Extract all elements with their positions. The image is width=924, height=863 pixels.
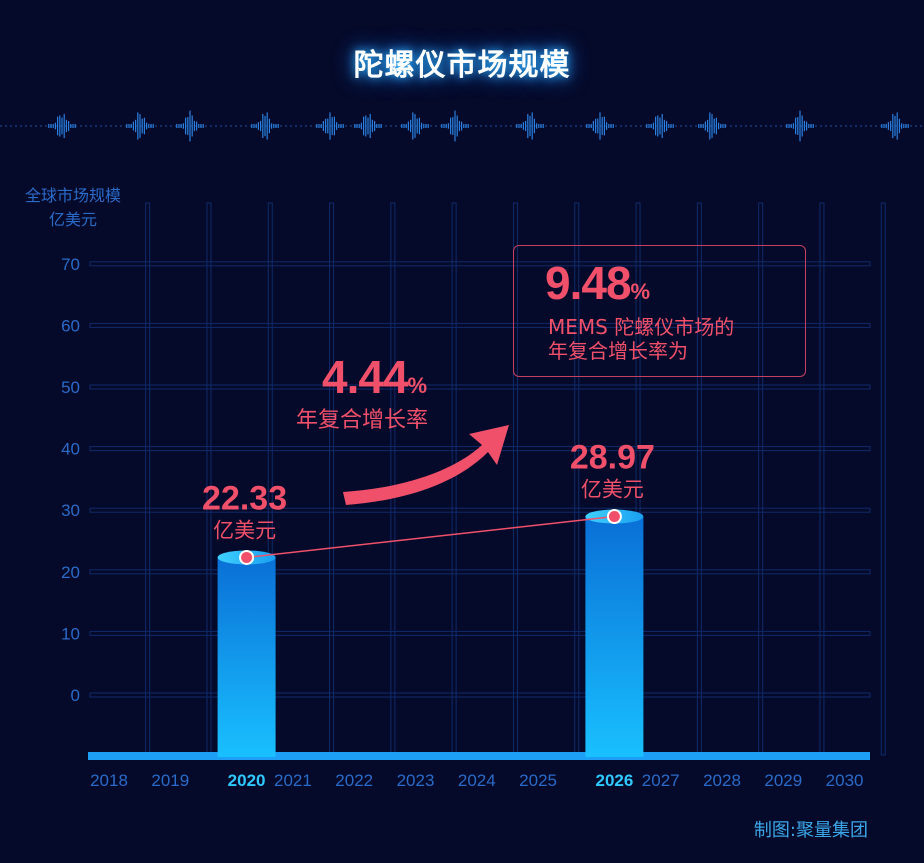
mems-rate-unit: % <box>630 279 651 304</box>
x-tick-label: 2026 <box>595 771 633 790</box>
mems-text-line1: MEMS 陀螺仪市场的 <box>548 315 735 339</box>
y-axis-ticks: 0 10 20 30 40 50 60 70 <box>61 255 80 705</box>
growth-rate: 4.44% <box>322 350 427 404</box>
y-tick-label: 40 <box>61 440 80 459</box>
mems-text-line2: 年复合增长率为 <box>548 339 688 363</box>
x-tick-label: 2018 <box>90 771 128 790</box>
y-tick-label: 20 <box>61 563 80 582</box>
point-2026 <box>606 509 622 525</box>
x-tick-label: 2027 <box>642 771 680 790</box>
x-tick-label: 2025 <box>519 771 557 790</box>
y-tick-label: 10 <box>61 624 80 643</box>
mems-rate-value: 9.48 <box>545 257 632 309</box>
trend-line <box>246 515 615 559</box>
y-tick-label: 0 <box>71 686 80 705</box>
x-tick-label: 2021 <box>274 771 312 790</box>
chart-baseline <box>88 752 870 760</box>
x-tick-label: 2030 <box>826 771 864 790</box>
grid-vline <box>329 202 335 756</box>
x-tick-label: 2024 <box>458 771 496 790</box>
grid-hline <box>89 692 871 698</box>
bar-2020 <box>217 557 276 757</box>
mems-callout-box <box>513 245 806 377</box>
x-tick-label: 2023 <box>397 771 435 790</box>
growth-arrow-icon <box>343 425 509 505</box>
x-tick-label: 2029 <box>764 771 802 790</box>
mems-text: MEMS 陀螺仪市场的 年复合增长率为 <box>548 315 734 363</box>
x-tick-label: 2022 <box>335 771 373 790</box>
value-unit-2020: 亿美元 <box>213 518 276 542</box>
grid-vline <box>451 202 457 756</box>
x-tick-label: 2028 <box>703 771 741 790</box>
grid-hline <box>89 384 871 390</box>
value-label-2020: 22.33 <box>202 479 287 517</box>
x-axis-ticks: 2018 2019 2020 2021 2022 2023 2024 2025 2026 2027… <box>90 771 863 790</box>
y-tick-label: 50 <box>61 378 80 397</box>
y-axis-label: 全球市场规模 亿美元 <box>8 184 138 232</box>
grid-hline <box>89 507 871 513</box>
point-2020 <box>239 549 255 565</box>
y-tick-label: 70 <box>61 255 80 274</box>
mems-rate: 9.48% <box>545 256 650 310</box>
grid-vline <box>880 202 886 756</box>
x-tick-label: 2019 <box>151 771 189 790</box>
value-label-2026: 28.97 <box>570 439 655 477</box>
credit-text: 制图:聚量集团 <box>753 820 868 841</box>
grid-hline <box>89 569 871 575</box>
y-axis-label-line2: 亿美元 <box>48 210 97 229</box>
grid-hline <box>89 630 871 636</box>
growth-rate-unit: % <box>407 373 428 398</box>
bars <box>88 509 870 760</box>
grid-vline <box>819 202 825 756</box>
y-axis-label-line1: 全球市场规模 <box>24 186 121 205</box>
growth-rate-value: 4.44 <box>322 351 409 403</box>
bar-2026 <box>585 516 644 757</box>
value-unit-2026: 亿美元 <box>581 478 644 502</box>
y-tick-label: 30 <box>61 501 80 520</box>
grid-vline <box>390 202 396 756</box>
x-tick-label: 2020 <box>228 771 266 790</box>
growth-rate-label: 年复合增长率 <box>296 408 429 433</box>
y-tick-label: 60 <box>61 316 80 335</box>
grid-vline <box>145 202 151 756</box>
grid-hline <box>89 261 871 267</box>
grid-hline <box>89 322 871 328</box>
page-title: 陀螺仪市场规模 <box>353 48 571 83</box>
waveform-decoration <box>0 110 924 142</box>
